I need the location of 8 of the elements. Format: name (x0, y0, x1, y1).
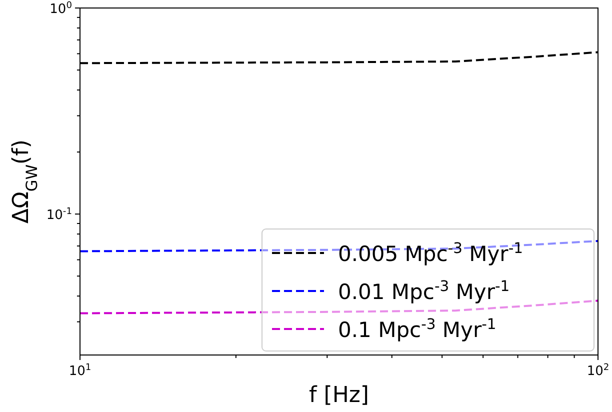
x-tick-label: 10$^{1}$ (68, 363, 92, 379)
legend-label: 0.01 Mpc$^{-3}$ Myr$^{-1}$ (338, 278, 510, 304)
legend-label: 0.1 Mpc$^{-3}$ Myr$^{-1}$ (338, 316, 496, 342)
y-tick-label: 10$^{0}$ (50, 1, 72, 17)
legend-label: 0.005 Mpc$^{-3}$ Myr$^{-1}$ (338, 240, 523, 266)
x-axis-title: f [Hz] (309, 383, 369, 408)
y-tick-label: 10$^{-1}$ (46, 207, 72, 224)
x-tick-label: 10$^{2}$ (586, 363, 610, 379)
